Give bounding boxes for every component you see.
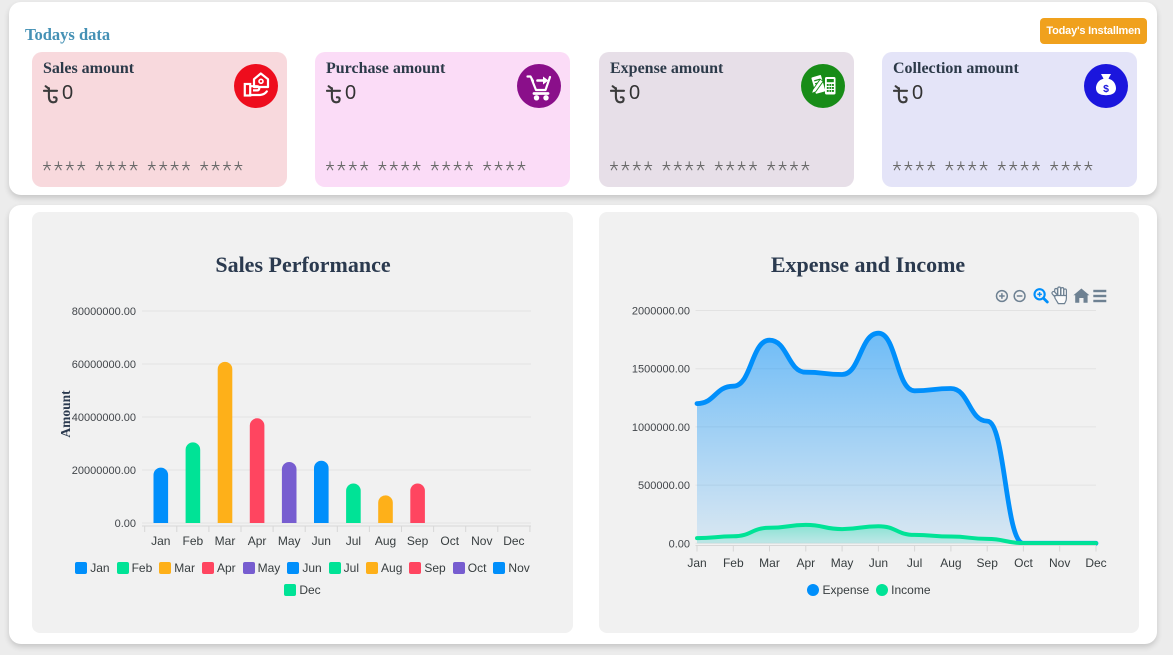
- svg-text:Jan: Jan: [151, 534, 170, 548]
- svg-text:80000000.00: 80000000.00: [72, 306, 136, 318]
- svg-text:Oct: Oct: [1014, 556, 1033, 570]
- svg-text:Apr: Apr: [248, 534, 267, 548]
- svg-text:$: $: [1103, 83, 1109, 95]
- svg-text:Jun: Jun: [312, 534, 331, 548]
- svg-text:Expense and Income: Expense and Income: [771, 252, 966, 277]
- svg-text:Jun: Jun: [869, 556, 888, 570]
- svg-text:1000000.00: 1000000.00: [632, 422, 690, 434]
- svg-text:May: May: [831, 556, 854, 570]
- svg-text:Amount: Amount: [58, 390, 73, 438]
- svg-text:May: May: [278, 534, 301, 548]
- svg-text:1500000.00: 1500000.00: [632, 364, 690, 376]
- svg-text:0.00: 0.00: [669, 538, 690, 550]
- svg-text:Oct: Oct: [440, 534, 459, 548]
- svg-text:20000000.00: 20000000.00: [72, 465, 136, 477]
- svg-text:Aug: Aug: [375, 534, 396, 548]
- svg-text:0.00: 0.00: [115, 518, 136, 530]
- svg-text:Apr: Apr: [796, 556, 815, 570]
- svg-text:Sep: Sep: [977, 556, 999, 570]
- svg-text:40000000.00: 40000000.00: [72, 412, 136, 424]
- svg-text:Dec: Dec: [503, 534, 524, 548]
- svg-text:Sep: Sep: [407, 534, 429, 548]
- svg-text:Feb: Feb: [723, 556, 744, 570]
- svg-text:2000000.00: 2000000.00: [632, 306, 690, 318]
- svg-text:Dec: Dec: [1085, 556, 1106, 570]
- svg-text:Jul: Jul: [907, 556, 922, 570]
- svg-text:Mar: Mar: [215, 534, 236, 548]
- svg-text:Feb: Feb: [183, 534, 204, 548]
- svg-text:Mar: Mar: [759, 556, 780, 570]
- svg-text:Nov: Nov: [1049, 556, 1070, 570]
- svg-text:60000000.00: 60000000.00: [72, 359, 136, 371]
- svg-text:Aug: Aug: [940, 556, 961, 570]
- svg-text:Nov: Nov: [471, 534, 492, 548]
- svg-text:500000.00: 500000.00: [638, 480, 690, 492]
- svg-text:Sales Performance: Sales Performance: [215, 252, 391, 277]
- svg-text:Jul: Jul: [346, 534, 361, 548]
- svg-text:Jan: Jan: [687, 556, 706, 570]
